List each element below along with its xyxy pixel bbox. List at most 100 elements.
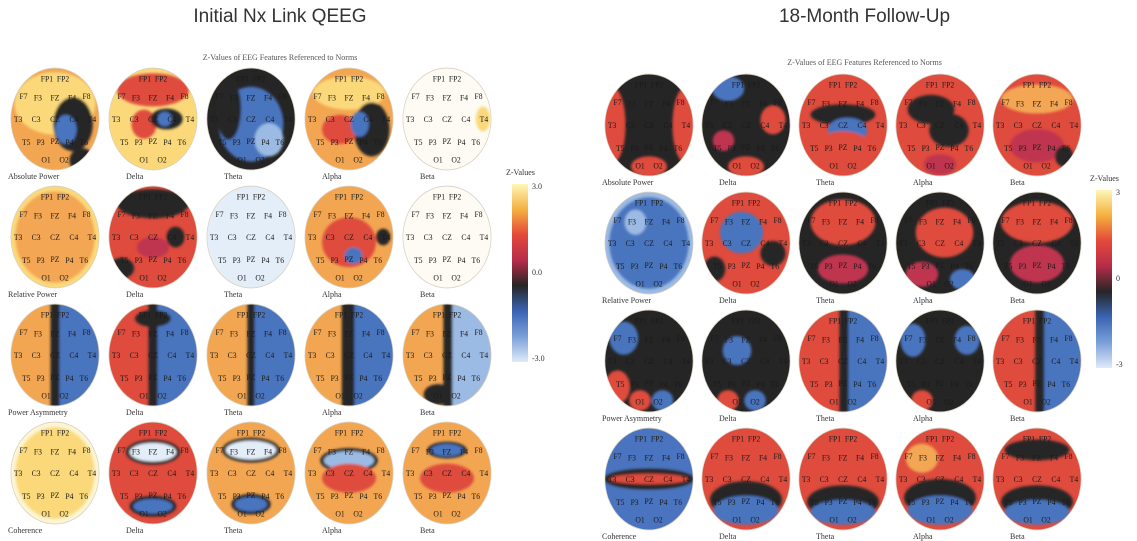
column-label: Delta (126, 408, 144, 417)
electrode-label: O1 (335, 155, 344, 165)
electrode-label: O1 (926, 161, 935, 171)
electrode-label: C3 (424, 233, 433, 243)
electrode-label: FZ (51, 329, 60, 339)
z-value-tick-label: 0.0 (532, 268, 542, 277)
z-value-color-scale: Z-Values 3.0 0.0 -3.0 (506, 168, 556, 398)
electrode-label: T5 (22, 374, 30, 384)
electrode-label: PZ (345, 254, 354, 264)
electrode-label: F7 (313, 92, 321, 102)
electrode-label: O1 (635, 279, 644, 289)
column-label: Delta (126, 290, 144, 299)
electrode-label: C3 (32, 351, 41, 361)
electrode-label: T3 (406, 115, 414, 125)
electrode-label: F4 (1050, 217, 1058, 227)
electrode-label: C3 (1014, 475, 1023, 485)
electrode-label: P4 (1047, 498, 1055, 508)
electrode-label: T6 (374, 138, 382, 148)
electrode-label: F3 (628, 217, 636, 227)
electrode-label: F4 (264, 447, 272, 457)
electrode-label: F8 (1064, 216, 1072, 226)
column-label: Beta (420, 408, 435, 417)
scalp-map-4-2-map: FP1 FP2 F7 F3 FZ F4 F8 T3 C3 CZ C4 T4 T5 P3 PZ P4 T6 O1 O2 (701, 427, 791, 531)
electrode-label: T5 (218, 374, 226, 384)
scalp-map-3-3-map: FP1 FP2 F7 F3 FZ F4 F8 T3 C3 CZ C4 T4 T5 P3 PZ P4 T6 O1 O2 (798, 309, 888, 413)
scalp-map-3-4: FP1 FP2 F7 F3 FZ F4 F8 T3 C3 CZ C4 T4 T5 P3 PZ P4 T6 O1 O2 (895, 309, 985, 413)
electrode-label: P3 (825, 498, 833, 508)
electrode-label: F7 (215, 210, 223, 220)
electrode-label: FP2 (1039, 198, 1051, 208)
electrode-label: FP1 (139, 74, 151, 84)
electrode-label: FP1 (926, 198, 938, 208)
electrode-label: C4 (663, 475, 672, 485)
electrode-label: T5 (713, 498, 721, 508)
scalp-map-1-3-map: FP1 FP2 F7 F3 FZ F4 F8 T3 C3 CZ C4 T4 T5 P3 PZ P4 T6 O1 O2 (798, 73, 888, 177)
electrode-label: F3 (426, 329, 434, 339)
electrode-label: F7 (117, 446, 125, 456)
electrode-label: P3 (429, 256, 437, 266)
electrode-label: T5 (713, 144, 721, 154)
electrode-label: T3 (308, 233, 316, 243)
electrode-label: F3 (919, 453, 927, 463)
electrode-label: T6 (374, 256, 382, 266)
scalp-map-2-1-map: FP1 FP2 F7 F3 FZ F4 F8 T3 C3 CZ C4 T4 T5 P3 PZ P4 T6 O1 O2 (604, 191, 694, 295)
z-value-scale-title: Z-Values (1090, 174, 1119, 183)
scalp-map-3-4-map: FP1 FP2 F7 F3 FZ F4 F8 T3 C3 CZ C4 T4 T5 P3 PZ P4 T6 O1 O2 (895, 309, 985, 413)
electrode-label: T3 (308, 469, 316, 479)
electrode-label: T5 (120, 374, 128, 384)
row-label: Power Asymmetry (8, 408, 68, 417)
electrode-label: T6 (868, 144, 876, 154)
electrode-label: T3 (802, 121, 810, 131)
electrode-label: F4 (953, 453, 961, 463)
electrode-label: T6 (472, 374, 480, 384)
electrode-label: FP2 (57, 192, 69, 202)
electrode-label: CZ (838, 121, 848, 131)
electrode-label: T5 (1004, 262, 1012, 272)
scalp-map-4-4-map: FP1 FP2 F7 F3 FZ F4 F8 T3 C3 CZ C4 T4 T5 P3 PZ P4 T6 O1 O2 (895, 427, 985, 531)
scalp-map-1-1: FP1 FP2 F7 F3 FZ F4 F8 T3 C3 CZ C4 T4 T5 P3 PZ P4 T6 O1 O2 (10, 67, 100, 171)
electrode-label: T6 (1062, 380, 1070, 390)
scalp-map-2-4-map: FP1 FP2 F7 F3 FZ F4 F8 T3 C3 CZ C4 T4 T5 P3 PZ P4 T6 O1 O2 (895, 191, 985, 295)
electrode-label: F4 (460, 447, 468, 457)
electrode-label: F3 (34, 211, 42, 221)
electrode-label: FP1 (732, 434, 744, 444)
electrode-label: F8 (474, 328, 482, 338)
electrode-label: F4 (460, 329, 468, 339)
electrode-label: P4 (756, 380, 764, 390)
electrode-label: FP1 (635, 80, 647, 90)
electrode-label: F3 (919, 217, 927, 227)
electrode-label: O2 (750, 515, 759, 525)
electrode-label: F8 (278, 210, 286, 220)
electrode-label: P4 (853, 262, 861, 272)
electrode-label: F7 (215, 328, 223, 338)
electrode-label: C4 (857, 121, 866, 131)
electrode-label: FZ (345, 211, 354, 221)
electrode-label: C3 (326, 115, 335, 125)
electrode-label: FP2 (748, 434, 760, 444)
electrode-label: O2 (944, 397, 953, 407)
electrode-label: T3 (14, 351, 22, 361)
column-label: Delta (719, 532, 737, 541)
electrode-label: T6 (374, 374, 382, 384)
electrode-label: T6 (472, 138, 480, 148)
electrode-label: C3 (130, 233, 139, 243)
electrode-label: F8 (376, 328, 384, 338)
electrode-label: T3 (705, 121, 713, 131)
electrode-label: T3 (899, 357, 907, 367)
electrode-label: FZ (1033, 217, 1042, 227)
electrode-label: T5 (907, 262, 915, 272)
electrode-label: F4 (362, 211, 370, 221)
scalp-map-4-1: FP1 FP2 F7 F3 FZ F4 F8 T3 C3 CZ C4 T4 T5 P3 PZ P4 T6 O1 O2 (10, 421, 100, 525)
electrode-label: T4 (682, 475, 690, 485)
electrode-label: F8 (180, 210, 188, 220)
electrode-label: F4 (856, 335, 864, 345)
electrode-label: P3 (331, 138, 339, 148)
scalp-map-2-4-map: FP1 FP2 F7 F3 FZ F4 F8 T3 C3 CZ C4 T4 T5 P3 PZ P4 T6 O1 O2 (304, 185, 394, 289)
electrode-label: F7 (807, 216, 815, 226)
electrode-label: FP2 (351, 428, 363, 438)
row-label: Absolute Power (8, 172, 60, 181)
electrode-label: F4 (460, 93, 468, 103)
scalp-map-2-5-map: FP1 FP2 F7 F3 FZ F4 F8 T3 C3 CZ C4 T4 T5 P3 PZ P4 T6 O1 O2 (402, 185, 492, 289)
column-label: Beta (1010, 532, 1025, 541)
scalp-map-3-2-map: FP1 FP2 F7 F3 FZ F4 F8 T3 C3 CZ C4 T4 T5 P3 PZ P4 T6 O1 O2 (108, 303, 198, 407)
electrode-label: CZ (442, 469, 452, 479)
